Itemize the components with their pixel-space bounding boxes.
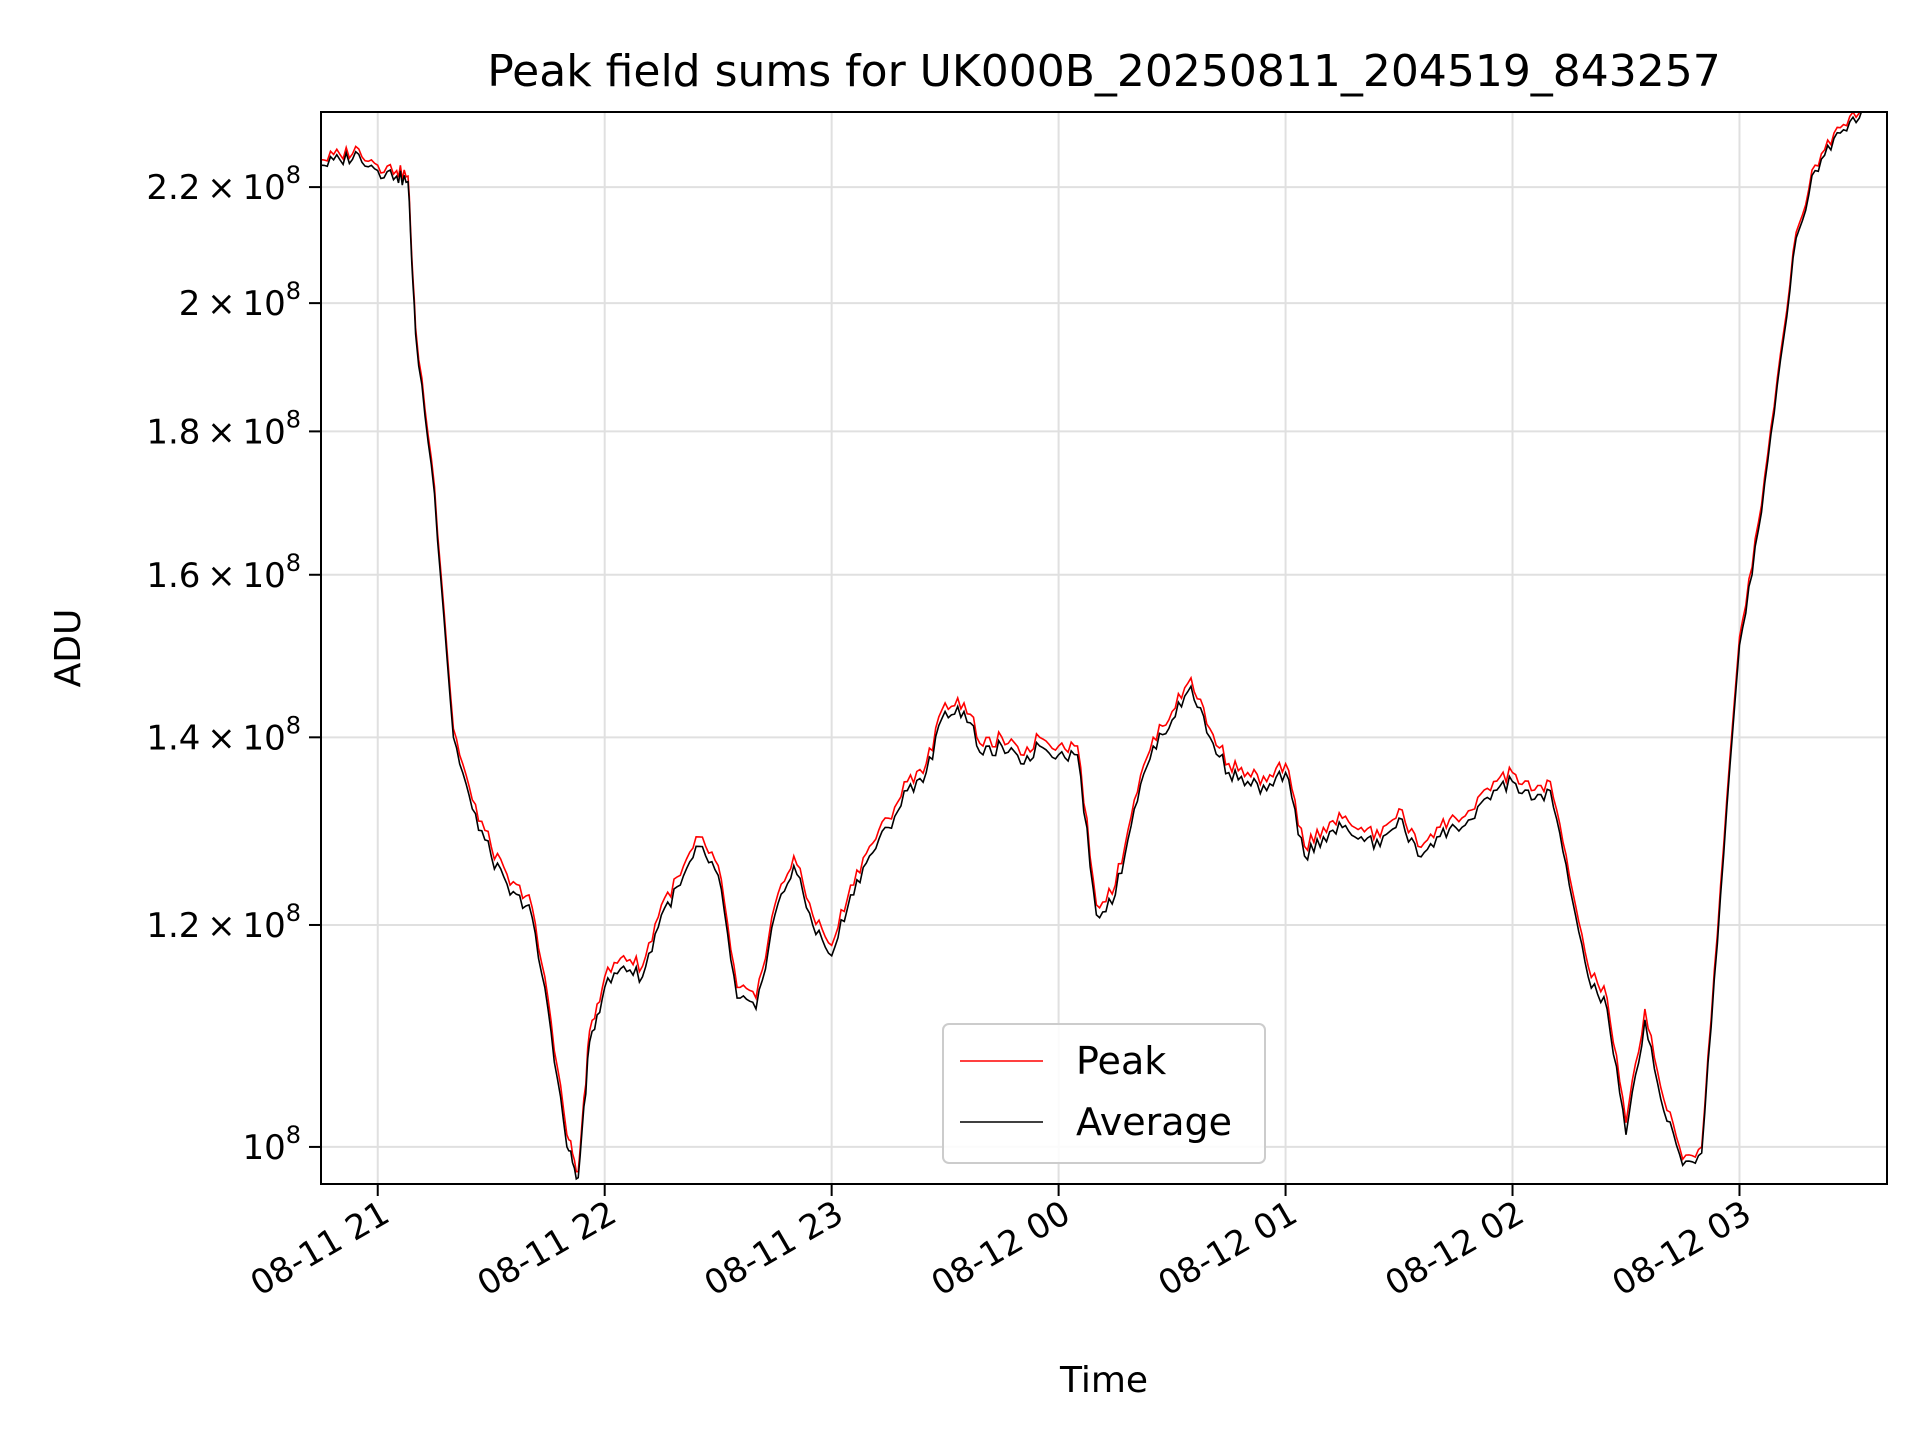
- y-tick-label: 1.6 × 108: [146, 549, 301, 596]
- y-tick-label: 1.4 × 108: [146, 711, 301, 758]
- y-axis: 108 1.2 × 108 1.4 × 108 1.6 × 108 1.8 × 108 2…: [146, 161, 321, 1168]
- series-line-peak: [321, 112, 1861, 1173]
- y-axis-label: ADU: [48, 609, 89, 688]
- legend-label-peak: Peak: [1076, 1039, 1166, 1083]
- y-tick-label: 1.2 × 108: [146, 899, 301, 946]
- series-line-average: [321, 112, 1867, 1181]
- plot-area: [321, 112, 1887, 1184]
- y-tick-label: 2.2 × 108: [146, 161, 301, 208]
- legend: Peak Average: [942, 1023, 1266, 1164]
- x-axis-label: Time: [1059, 1360, 1148, 1401]
- legend-label-average: Average: [1076, 1100, 1232, 1144]
- y-tick-label: 1.8 × 108: [146, 405, 301, 452]
- legend-box: [942, 1023, 1266, 1164]
- y-tick-label: 2 × 108: [179, 277, 301, 324]
- y-tick-label: 108: [242, 1121, 301, 1168]
- series-group: [321, 112, 1867, 1181]
- chart-title: Peak field sums for UK000B_20250811_2045…: [487, 46, 1721, 97]
- plot-frame: [320, 111, 1888, 1185]
